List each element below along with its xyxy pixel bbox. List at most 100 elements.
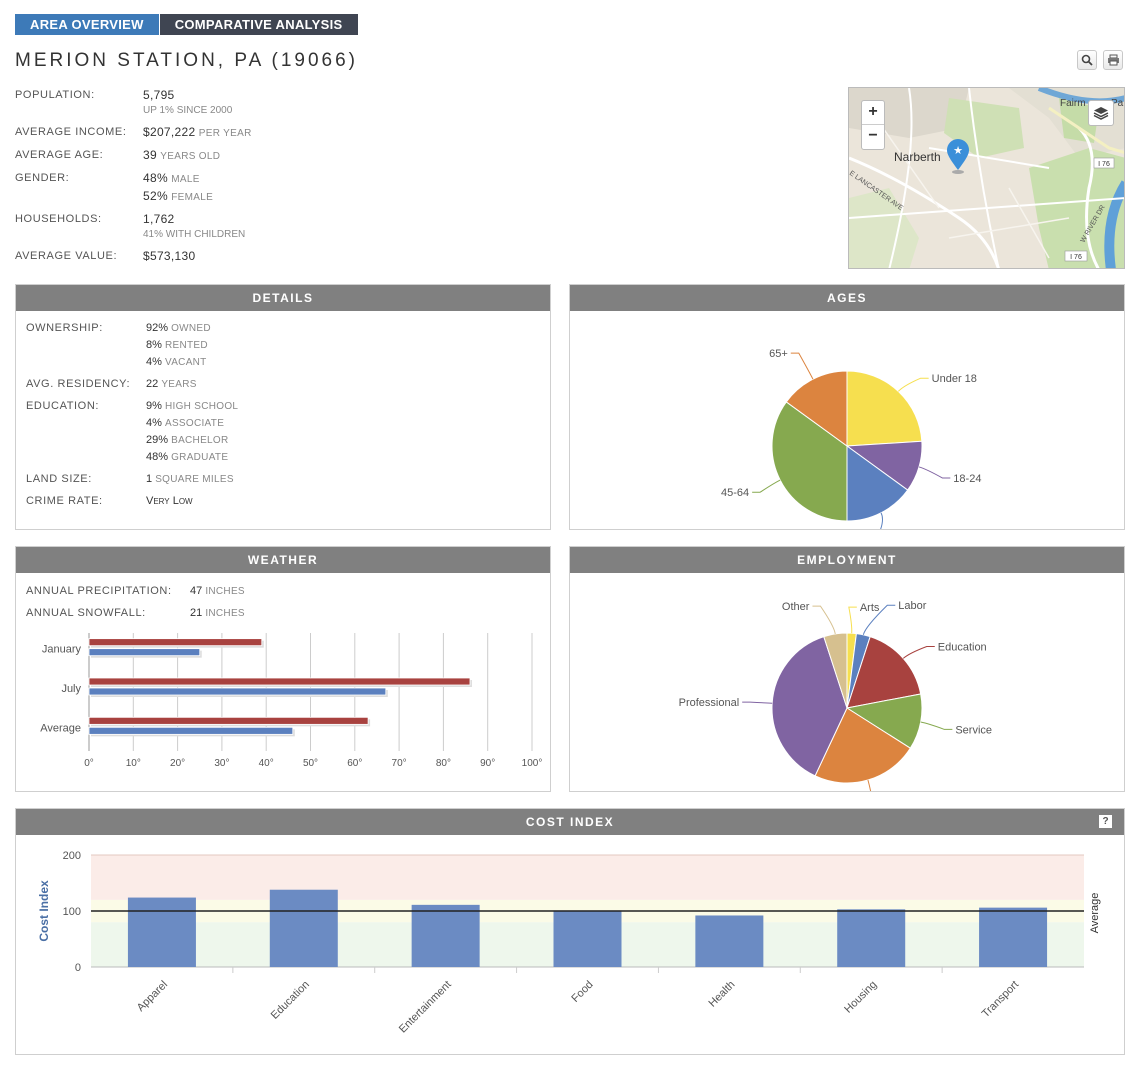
- population-change: UP 1% SINCE 2000: [143, 105, 233, 116]
- male-unit: MALE: [171, 174, 200, 185]
- cost-bar-housing[interactable]: [837, 909, 906, 967]
- ages-header: AGES: [570, 285, 1124, 311]
- pie-connector-education: [902, 645, 935, 659]
- bachelor-unit: BACHELOR: [171, 435, 229, 446]
- cost-category-health: Health: [707, 979, 738, 1010]
- crime-value: Very Low: [146, 495, 193, 507]
- owned-unit: OWNED: [171, 323, 211, 334]
- residency-label: AVG. RESIDENCY:: [26, 378, 131, 390]
- hs-unit: HIGH SCHOOL: [164, 401, 239, 412]
- crime-row: CRIME RATE: Very Low: [26, 493, 550, 509]
- pie-connector-18-24: [918, 466, 951, 479]
- residency-value: 22: [146, 378, 159, 390]
- pie-connector-25-44: [878, 512, 888, 534]
- map-tiles: ★ Narberth Fairm Pa E LANCASTER AVE W RI…: [849, 88, 1124, 268]
- households-label: HOUSEHOLDS:: [15, 213, 102, 225]
- education-label: EDUCATION:: [26, 400, 100, 412]
- cost-bar-transport[interactable]: [979, 907, 1048, 967]
- map-location-pin[interactable]: ★: [947, 139, 969, 174]
- pie-label-other: Other: [782, 601, 810, 613]
- weather-tick-label: 20°: [170, 758, 185, 769]
- cost-bar-health[interactable]: [695, 915, 764, 967]
- precip-label: ANNUAL PRECIPITATION:: [26, 585, 172, 597]
- cost-bar-entertainment[interactable]: [411, 904, 480, 967]
- employment-panel: EMPLOYMENT ArtsLaborEducationServiceHeal…: [569, 546, 1125, 810]
- employment-pie-chart: ArtsLaborEducationServiceHealthcareProfe…: [679, 600, 992, 810]
- map-label-fairmount-2: Pa: [1111, 98, 1124, 109]
- weather-bar-july[interactable]: [88, 687, 387, 696]
- pie-slice-45-64[interactable]: [771, 401, 848, 522]
- snow-row: ANNUAL SNOWFALL: 21 INCHES: [26, 605, 550, 622]
- weather-tick-label: 60°: [347, 758, 362, 769]
- map-label-fairmount: Fairm: [1060, 98, 1086, 109]
- cost-y-tick: 100: [63, 906, 81, 918]
- rented-unit: RENTED: [164, 340, 208, 351]
- weather-bar-average[interactable]: [88, 716, 369, 725]
- weather-tick-label: 70°: [392, 758, 407, 769]
- map-label-narberth: Narberth: [894, 150, 941, 164]
- pie-connector-other: [812, 605, 836, 635]
- tab-comparative-analysis[interactable]: COMPARATIVE ANALYSIS: [159, 14, 358, 35]
- graduate-unit: GRADUATE: [171, 452, 229, 463]
- cost-bar-food[interactable]: [553, 910, 622, 967]
- area-map[interactable]: ★ Narberth Fairm Pa E LANCASTER AVE W RI…: [848, 87, 1125, 269]
- age-label: AVERAGE AGE:: [15, 149, 104, 161]
- details-header: DETAILS: [16, 285, 550, 311]
- cost-index-help-button[interactable]: ?: [1099, 815, 1112, 828]
- cost-category-housing: Housing: [842, 979, 879, 1016]
- pie-slice-65[interactable]: [785, 370, 848, 447]
- cost-bar-apparel[interactable]: [127, 897, 196, 967]
- graduate-value: 48%: [146, 451, 169, 463]
- income-value: $207,222: [143, 125, 196, 139]
- pie-slice-25-44[interactable]: [846, 445, 909, 522]
- pie-slice-professional[interactable]: [771, 636, 848, 777]
- tab-area-overview[interactable]: AREA OVERVIEW: [15, 14, 159, 35]
- associate-unit: ASSOCIATE: [164, 418, 225, 429]
- weather-header: WEATHER: [16, 547, 550, 573]
- zoom-in-button[interactable]: +: [862, 101, 884, 125]
- pie-label-service: Service: [955, 724, 992, 736]
- pie-label-education: Education: [938, 641, 987, 653]
- weather-bar-january[interactable]: [88, 638, 263, 647]
- cost-bar-education[interactable]: [269, 889, 338, 967]
- pie-connector-service: [920, 721, 953, 730]
- map-zoom-control: + −: [861, 100, 885, 150]
- weather-bar-average[interactable]: [88, 726, 294, 735]
- avg-value-value: $573,130: [143, 249, 196, 263]
- pie-label-professional: Professional: [679, 697, 740, 709]
- cost-category-entertainment: Entertainment: [397, 979, 454, 1036]
- weather-bar-july[interactable]: [88, 677, 471, 686]
- population-label: POPULATION:: [15, 89, 95, 101]
- age-unit: YEARS OLD: [160, 151, 221, 162]
- precip-unit: INCHES: [205, 586, 245, 597]
- gender-row: GENDER: 48% MALE 52% FEMALE: [15, 170, 315, 206]
- weather-tick-label: 40°: [259, 758, 274, 769]
- pie-connector-arts: [848, 606, 857, 634]
- svg-text:★: ★: [953, 145, 963, 157]
- area-overview-stats: POPULATION: 5,795 UP 1% SINCE 2000 AVERA…: [15, 87, 315, 269]
- pie-label-labor: Labor: [898, 600, 926, 612]
- pie-connector-professional: [742, 701, 773, 704]
- crime-label: CRIME RATE:: [26, 495, 103, 507]
- associate-value: 4%: [146, 417, 162, 429]
- search-button[interactable]: [1077, 50, 1097, 70]
- weather-bar-january[interactable]: [88, 648, 201, 657]
- cost-index-bar-chart: 0 100 200 Apparel Education Entertainment Food…: [37, 850, 1101, 1036]
- print-button[interactable]: [1103, 50, 1123, 70]
- population-value: 5,795: [143, 88, 175, 102]
- weather-tick-label: 100°: [522, 758, 543, 769]
- weather-bar-chart: 0° 10° 20° 30° 40° 50° 60° 70° 80° 90° 100° January…: [40, 633, 543, 769]
- rented-value: 8%: [146, 339, 162, 351]
- land-value: 1: [146, 473, 153, 485]
- pie-slice-other[interactable]: [823, 632, 848, 709]
- zoom-out-button[interactable]: −: [868, 127, 878, 144]
- cost-y-tick: 0: [75, 962, 81, 974]
- pie-slice-under-18[interactable]: [846, 370, 923, 447]
- snow-value: 21: [190, 607, 203, 619]
- households-row: HOUSEHOLDS: 1,762 41% WITH CHILDREN: [15, 211, 315, 243]
- precip-row: ANNUAL PRECIPITATION: 47 INCHES: [26, 583, 550, 600]
- snow-unit: INCHES: [205, 608, 245, 619]
- pie-connector-healthcare: [867, 779, 881, 804]
- map-layers-button[interactable]: [1088, 100, 1114, 126]
- gender-label: GENDER:: [15, 172, 70, 184]
